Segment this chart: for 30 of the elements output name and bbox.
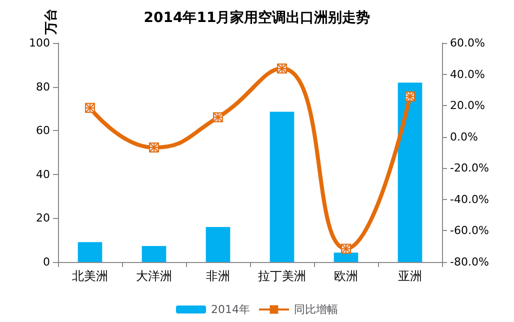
y2-tick-label: 60.0% — [450, 36, 485, 50]
x-tick-label: 非洲 — [206, 269, 230, 283]
y-tick-label: 100 — [29, 36, 50, 50]
chart-title: 2014年11月家用空调出口洲别走势 — [144, 9, 370, 26]
y-tick-label: 60 — [36, 124, 50, 138]
y2-tick-label: -80.0% — [450, 256, 489, 268]
bar — [398, 82, 422, 262]
bar — [334, 252, 358, 262]
legend-label: 2014年 — [211, 303, 250, 316]
y2-tick-label: -20.0% — [450, 162, 489, 175]
bar — [78, 242, 102, 262]
y-tick-label: 20 — [36, 212, 50, 225]
x-tick-label: 北美洲 — [72, 269, 108, 283]
x-tick-label: 大洋洲 — [136, 269, 172, 283]
x-tick-label: 拉丁美洲 — [258, 269, 306, 283]
y2-tick-label: 40.0% — [450, 68, 485, 81]
bar — [142, 246, 166, 262]
x-tick-label: 亚洲 — [398, 269, 422, 283]
y2-tick-label: 20.0% — [450, 99, 485, 112]
bar — [270, 112, 294, 262]
y-tick-label: 0 — [43, 256, 50, 268]
y-tick-label: 80 — [36, 80, 50, 94]
y-tick-label: 40 — [36, 168, 50, 181]
y2-tick-label: -60.0% — [450, 224, 489, 238]
y2-tick-label: 0.0% — [450, 130, 478, 144]
y2-tick-label: -40.0% — [450, 192, 489, 206]
bar — [206, 226, 230, 262]
x-tick-label: 欧洲 — [334, 269, 358, 283]
legend-label: 同比增幅 — [294, 303, 338, 316]
y-axis-title: 万台 — [43, 8, 59, 36]
